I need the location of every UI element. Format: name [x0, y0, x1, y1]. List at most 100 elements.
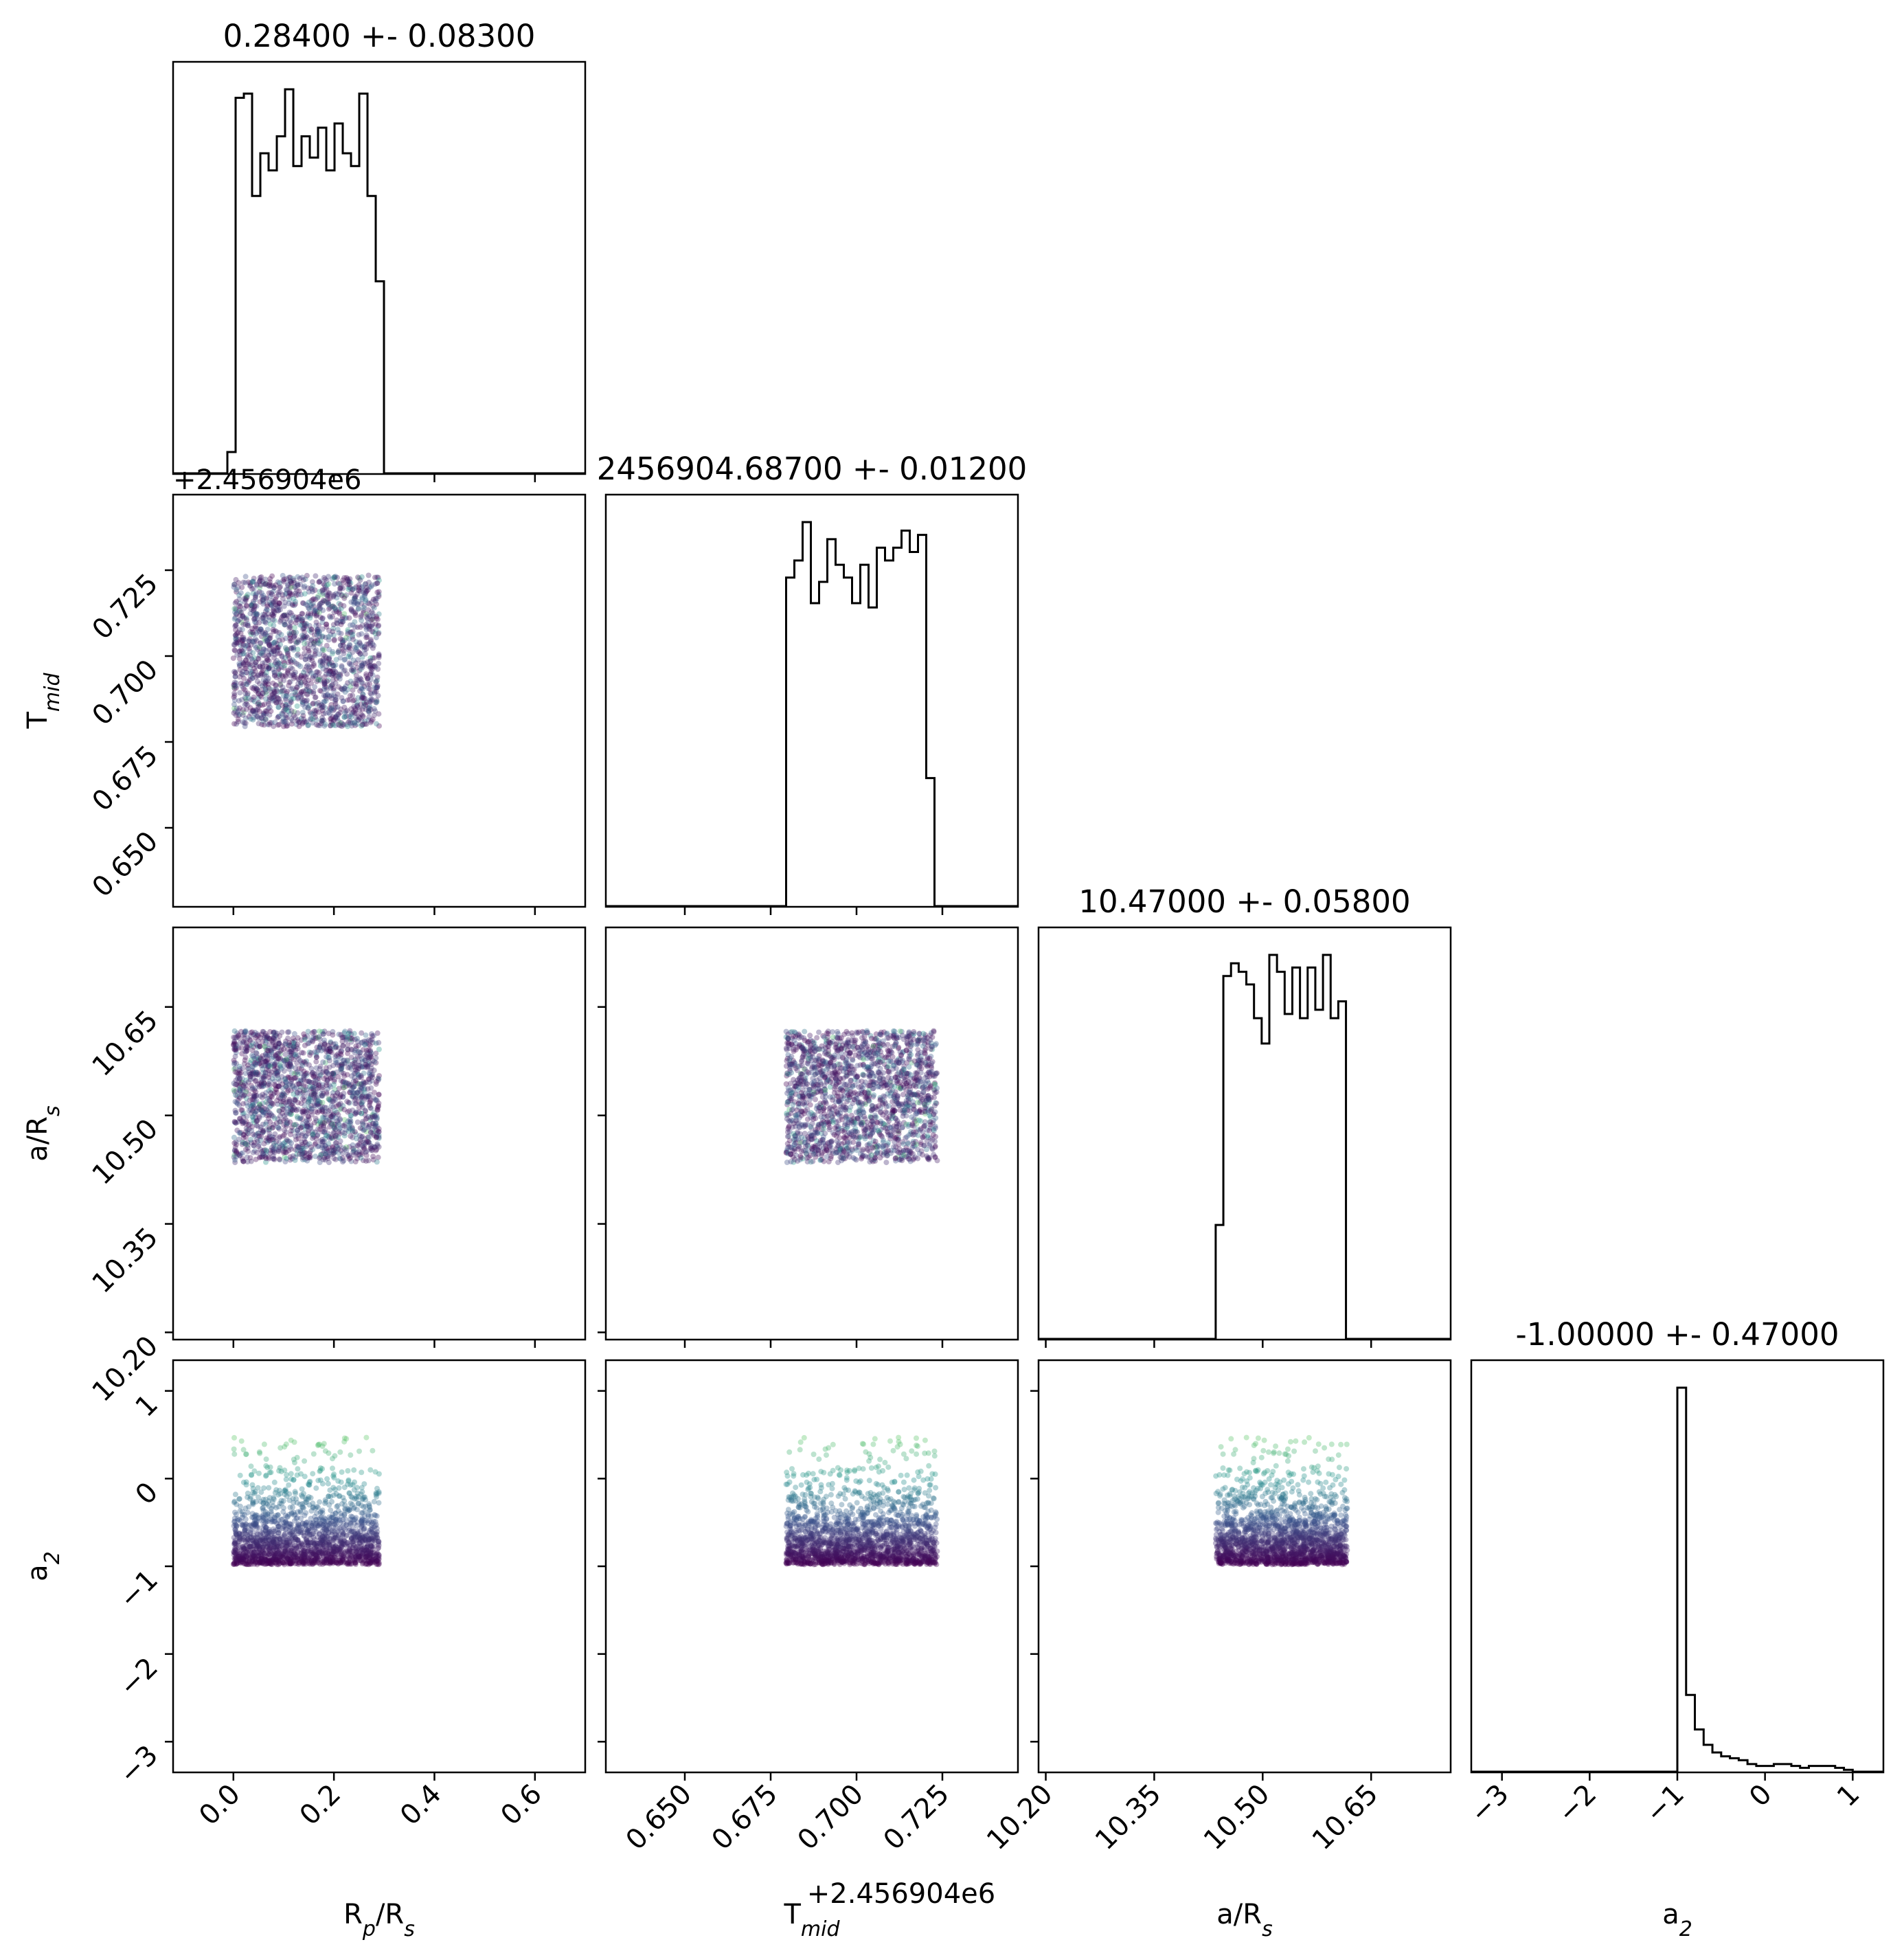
- sample-point: [328, 723, 334, 728]
- sample-point: [373, 1081, 379, 1087]
- sample-point: [312, 1081, 318, 1086]
- sample-point: [251, 684, 258, 690]
- title-tmid: 2456904.68700 +- 0.01200: [597, 451, 1028, 487]
- sample-point: [322, 1109, 328, 1115]
- sample-point: [312, 649, 318, 654]
- sample-point: [314, 627, 320, 633]
- sample-point: [291, 634, 297, 640]
- sample-point: [357, 688, 363, 694]
- sample-point: [351, 703, 357, 710]
- sample-point: [292, 1098, 298, 1104]
- sample-point: [348, 629, 353, 635]
- sample-point: [275, 1055, 281, 1061]
- sample-point: [313, 717, 319, 723]
- sample-point: [245, 679, 251, 686]
- sample-point: [295, 1106, 302, 1112]
- sample-point: [335, 718, 341, 724]
- sample-point: [352, 1056, 359, 1062]
- sample-point: [345, 646, 351, 653]
- sample-point: [353, 1101, 359, 1107]
- sample-point: [247, 662, 253, 667]
- sample-point: [315, 638, 321, 644]
- sample-point: [271, 610, 277, 616]
- sample-point: [295, 614, 302, 620]
- sample-point: [891, 1144, 897, 1150]
- sample-point: [284, 612, 290, 618]
- sample-point: [269, 643, 275, 649]
- sample-point: [295, 637, 302, 643]
- sample-point: [319, 708, 326, 714]
- sample-point: [341, 1117, 348, 1123]
- sample-point: [280, 1133, 286, 1139]
- sample-point: [374, 683, 381, 689]
- sample-point: [325, 677, 331, 684]
- sample-point: [308, 638, 314, 644]
- sample-point: [249, 579, 256, 585]
- sample-point: [256, 652, 262, 658]
- sample-point: [357, 589, 363, 595]
- sample-point: [290, 576, 296, 582]
- sample-point: [231, 679, 238, 686]
- sample-point: [273, 683, 279, 688]
- sample-point: [326, 646, 332, 653]
- sample-point: [249, 1070, 255, 1076]
- sample-point: [931, 1028, 937, 1034]
- sample-point: [277, 681, 284, 687]
- sample-point: [867, 1159, 873, 1165]
- sample-point: [288, 592, 293, 598]
- sample-point: [286, 596, 293, 602]
- sample-point: [365, 1094, 370, 1100]
- sample-point: [261, 712, 267, 718]
- sample-point: [280, 1091, 286, 1097]
- sample-point: [290, 644, 296, 651]
- sample-point: [255, 688, 261, 695]
- sample-point: [335, 649, 341, 655]
- sample-point: [309, 1071, 315, 1077]
- sample-point: [257, 664, 263, 670]
- sample-point: [319, 1092, 326, 1098]
- sample-point: [293, 1122, 299, 1128]
- sample-point: [348, 1073, 354, 1079]
- sample-point: [359, 1064, 365, 1070]
- sample-point: [329, 672, 335, 678]
- sample-point: [279, 1074, 285, 1080]
- sample-point: [303, 633, 309, 639]
- sample-point: [359, 584, 365, 590]
- sample-point: [284, 668, 291, 675]
- sample-point: [271, 649, 277, 655]
- sample-point: [359, 706, 365, 712]
- sample-point: [314, 679, 320, 685]
- sample-point: [332, 697, 339, 703]
- sample-point: [337, 673, 343, 679]
- sample-point: [290, 1083, 296, 1089]
- sample-point: [288, 578, 294, 585]
- sample-point: [275, 699, 281, 706]
- sample-point: [260, 616, 267, 622]
- sample-point: [258, 590, 264, 596]
- sample-point: [264, 708, 270, 714]
- sample-point: [248, 1030, 254, 1036]
- sample-point: [298, 694, 304, 700]
- sample-point: [281, 677, 287, 684]
- sample-point: [271, 647, 277, 653]
- sample-point: [868, 1132, 874, 1138]
- sample-point: [342, 656, 348, 662]
- sample-point: [293, 598, 299, 605]
- sample-point: [282, 1092, 288, 1098]
- sample-point: [237, 609, 243, 615]
- sample-point: [337, 1101, 343, 1107]
- sample-point: [330, 662, 336, 668]
- sample-point: [262, 611, 268, 618]
- sample-point: [258, 1080, 264, 1086]
- sample-point: [301, 626, 307, 632]
- sample-point: [328, 719, 335, 725]
- sample-point: [280, 572, 286, 578]
- sample-point: [308, 1106, 315, 1112]
- sample-point: [230, 655, 236, 662]
- sample-point: [372, 1059, 378, 1065]
- sample-point: [365, 1158, 372, 1164]
- sample-point: [311, 640, 317, 646]
- sample-point: [270, 680, 276, 686]
- sample-point: [261, 1073, 267, 1079]
- sample-point: [370, 1147, 375, 1153]
